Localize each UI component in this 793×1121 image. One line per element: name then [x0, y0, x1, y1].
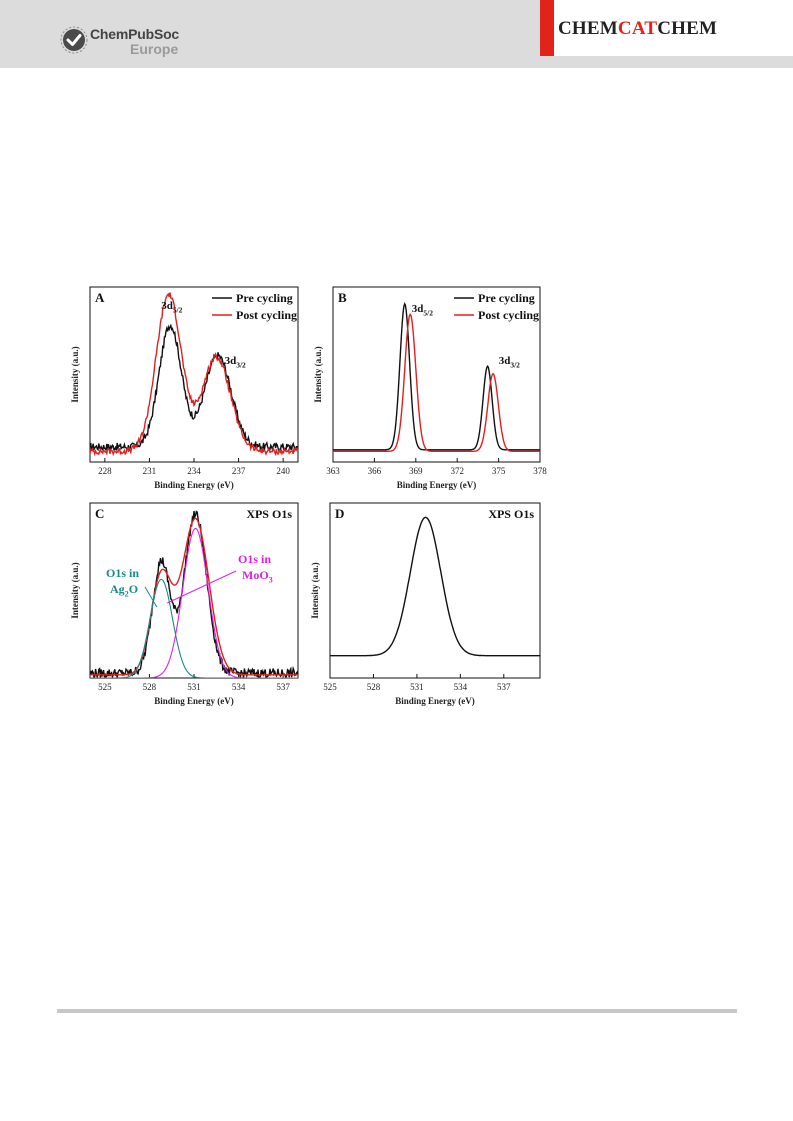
legend-label: Pre cycling: [236, 291, 293, 305]
legend-label: Pre cycling: [478, 291, 535, 305]
moo3-label: O1s in: [238, 552, 271, 566]
panel-title: XPS O1s: [246, 507, 292, 521]
x-tick-label: 372: [450, 466, 464, 476]
panel-letter: D: [335, 506, 344, 521]
moo3-formula: MoO3: [242, 568, 273, 585]
publisher-name: ChemPubSoc: [90, 26, 180, 42]
x-tick-label: 537: [276, 682, 290, 692]
x-tick-label: 369: [409, 466, 423, 476]
panel-b: 363 366 369 372 375 378 Binding Energy (eV) Int…: [313, 286, 547, 490]
x-axis-label: Binding Energy (eV): [397, 480, 477, 490]
x-tick-label: 237: [232, 466, 246, 476]
journal-title-panel: [554, 0, 793, 56]
x-tick-label: 531: [410, 682, 424, 692]
series-line-1: [333, 313, 540, 452]
x-tick-label: 528: [367, 682, 381, 692]
journal-title-part2: CAT: [617, 18, 658, 39]
ag2o-formula: Ag2O: [110, 582, 138, 599]
publisher-region: Europe: [130, 41, 179, 57]
plot-frame: [329, 502, 541, 679]
chempubsoc-emblem-icon: [60, 26, 88, 54]
journal-title[interactable]: CHEMCATCHEM: [558, 18, 717, 40]
footer-divider: [57, 1009, 737, 1013]
x-tick-label: 525: [98, 682, 112, 692]
publisher-logo[interactable]: ChemPubSoc Europe: [60, 24, 220, 60]
journal-accent-bar: [540, 0, 554, 56]
plot-frame: [332, 286, 541, 463]
journal-title-part1: CHEM: [558, 18, 618, 39]
x-tick-label: 375: [492, 466, 506, 476]
x-axis-label: Binding Energy (eV): [395, 696, 475, 706]
series-line-1: [90, 517, 298, 676]
x-tick-label: 525: [323, 682, 337, 692]
x-axis-label: Binding Energy (eV): [154, 480, 234, 490]
series-line-1: [90, 292, 298, 457]
x-axis-label: Binding Energy (eV): [154, 696, 234, 706]
legend-label: Post cycling: [478, 308, 539, 322]
series-line-0: [90, 323, 298, 452]
panel-a: 228 231 234 237 240 Binding Energy (eV) Intens…: [70, 286, 299, 490]
journal-title-part3: CHEM: [657, 18, 718, 39]
xps-figure: 228 231 234 237 240 Binding Energy (eV) Intens…: [70, 286, 547, 706]
series-line-0: [333, 301, 540, 451]
panel-letter: A: [95, 290, 105, 305]
x-tick-label: 534: [232, 682, 246, 692]
peak-label-3d32: 3d3/2: [499, 355, 520, 369]
peak-label-3d52: 3d5/2: [412, 303, 433, 317]
x-tick-label: 531: [187, 682, 201, 692]
panel-letter: C: [95, 506, 104, 521]
x-tick-label: 528: [143, 682, 157, 692]
moo3-pointer: [167, 570, 237, 604]
series-line-0: [330, 516, 540, 657]
y-axis-label: Intensity (a.u.): [310, 562, 320, 618]
x-tick-label: 231: [143, 466, 157, 476]
ag2o-label: O1s in: [106, 566, 139, 580]
x-tick-label: 363: [326, 466, 340, 476]
x-tick-label: 378: [533, 466, 547, 476]
y-axis-label: Intensity (a.u.): [70, 346, 80, 402]
panel-title: XPS O1s: [488, 507, 534, 521]
x-tick-label: 534: [454, 682, 468, 692]
series-line-3: [90, 527, 298, 678]
x-tick-label: 240: [276, 466, 290, 476]
peak-label-3d32: 3d3/2: [225, 355, 246, 369]
ag2o-pointer: [144, 586, 158, 608]
panel-d: 525 528 531 534 537 Binding Energy (eV) Intens…: [310, 502, 541, 706]
x-tick-label: 366: [368, 466, 382, 476]
x-tick-label: 234: [187, 466, 201, 476]
x-tick-label: 228: [98, 466, 112, 476]
y-axis-label: Intensity (a.u.): [70, 562, 80, 618]
x-tick-label: 537: [497, 682, 511, 692]
legend-label: Post cycling: [236, 308, 297, 322]
panel-letter: B: [338, 290, 347, 305]
panel-c: 525 528 531 534 537 Binding Energy (eV) Intens…: [70, 502, 299, 706]
peak-label-3d52: 3d5/2: [161, 300, 182, 314]
y-axis-label: Intensity (a.u.): [313, 346, 323, 402]
